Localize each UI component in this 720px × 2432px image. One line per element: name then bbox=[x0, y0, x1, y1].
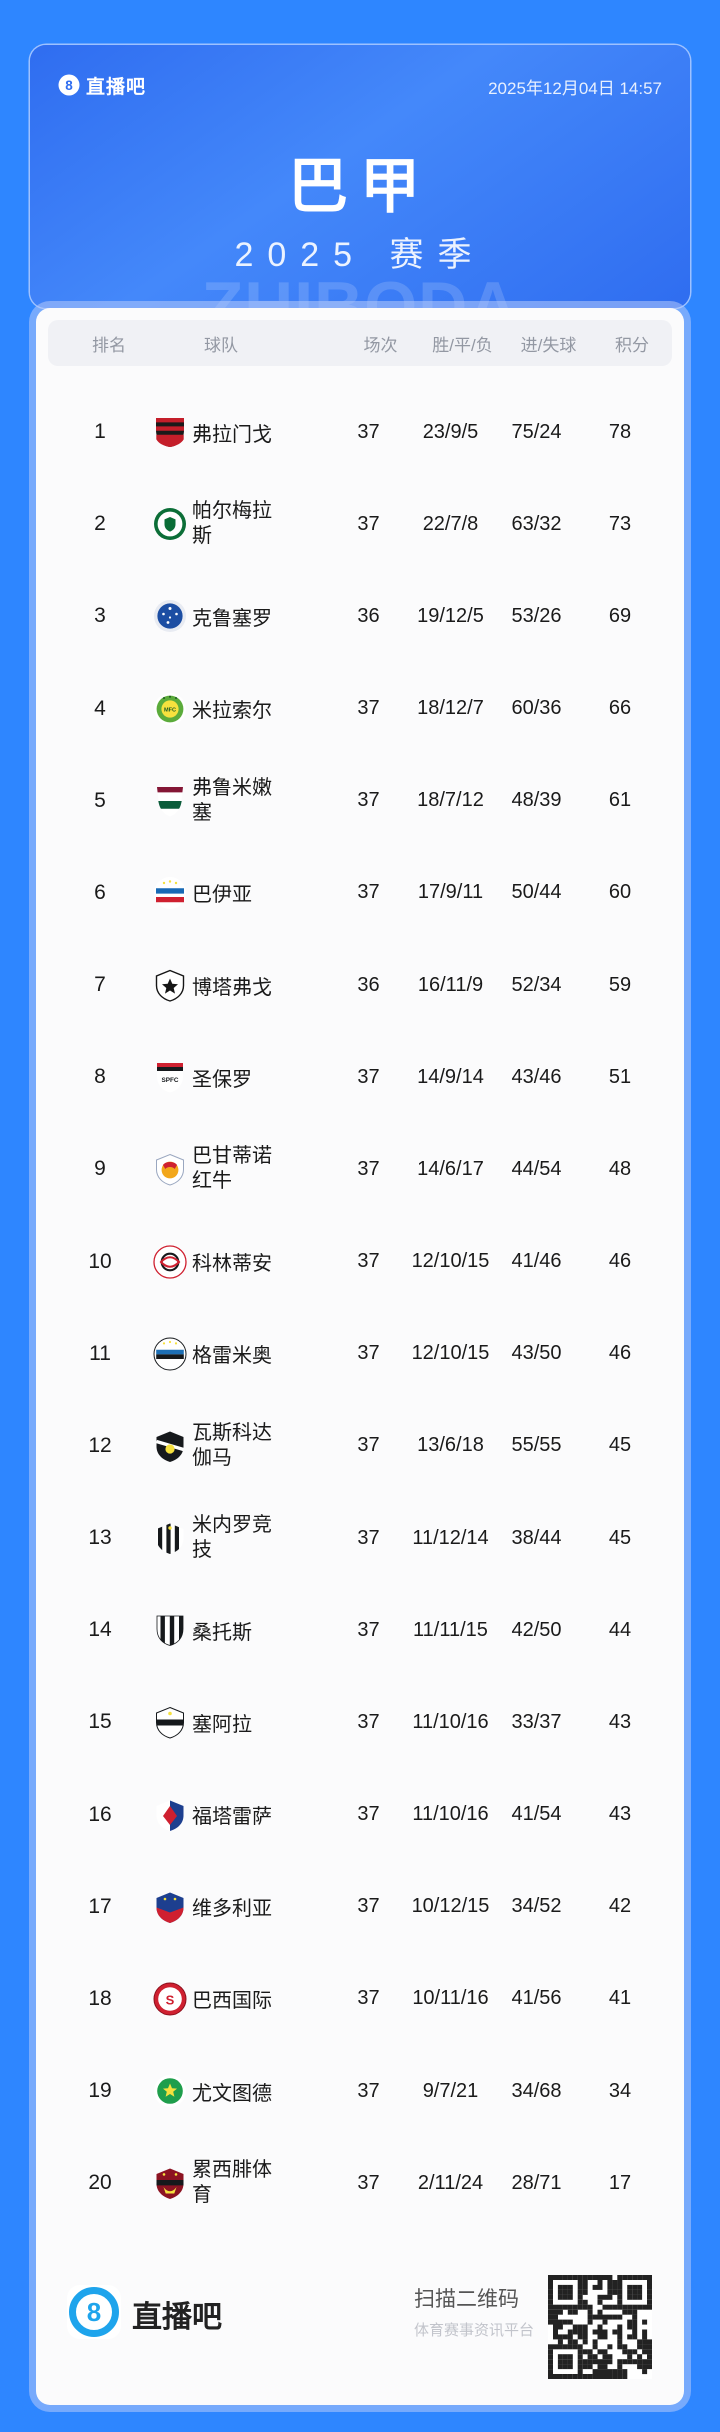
svg-text:8: 8 bbox=[65, 78, 73, 93]
svg-text:8: 8 bbox=[87, 2297, 101, 2327]
svg-text:SPFC: SPFC bbox=[161, 1077, 178, 1084]
svg-text:S: S bbox=[166, 1992, 175, 2007]
svg-text:MFC: MFC bbox=[164, 707, 176, 713]
